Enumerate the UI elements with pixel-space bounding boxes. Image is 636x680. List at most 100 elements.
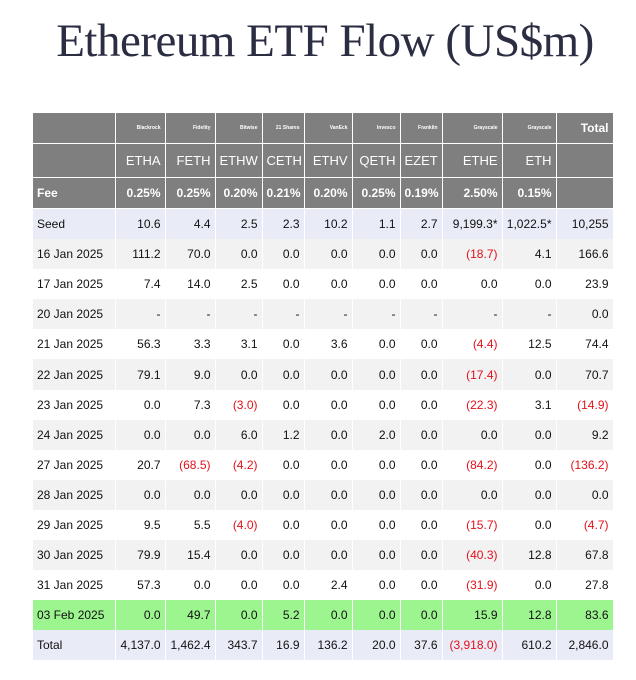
row-label: 29 Jan 2025 — [33, 509, 116, 541]
flow-cell: 0.0 — [304, 540, 353, 571]
row-total-cell: 74.4 — [556, 329, 614, 360]
flow-cell: 20.7 — [115, 449, 166, 480]
flow-cell: 0.0 — [304, 449, 353, 480]
table-row: 30 Jan 2025 79.9 15.4 0.0 0.0 0.0 0.0 0.0 (40.3)… — [33, 540, 614, 571]
table-row: 28 Jan 2025 0.0 0.0 0.0 0.0 0.0 0.0 0.0 0.0 0.0 0.… — [33, 479, 614, 510]
issuer-header: 21 Shares — [262, 113, 305, 144]
issuer-header: Invesco — [352, 113, 401, 144]
flow-cell: 0.0 — [215, 570, 263, 601]
row-total-cell: 67.8 — [556, 540, 614, 571]
blank-cell — [33, 143, 116, 178]
flow-cell: 0.0 — [502, 419, 557, 450]
row-label: 22 Jan 2025 — [33, 359, 116, 390]
flow-cell: (4.4) — [442, 329, 503, 360]
flow-cell: 0.0 — [400, 359, 443, 390]
row-label: 23 Jan 2025 — [33, 389, 116, 420]
flow-cell: 0.0 — [165, 479, 216, 510]
table-row: Seed 10.6 4.4 2.5 2.3 10.2 1.1 2.7 9,199.3* 1,022… — [33, 208, 614, 240]
fee-value: 0.19% — [400, 177, 443, 209]
fee-label: Fee — [33, 177, 116, 209]
flow-cell: 15.4 — [165, 540, 216, 571]
row-total-cell: 0.0 — [556, 299, 614, 330]
flow-cell: 16.9 — [262, 630, 305, 661]
flow-cell: 12.5 — [502, 329, 557, 360]
flow-cell: 9,199.3* — [442, 208, 503, 240]
flow-cell: 7.3 — [165, 389, 216, 420]
flow-cell: 0.0 — [165, 570, 216, 601]
table-row: 21 Jan 2025 56.3 3.3 3.1 0.0 3.6 0.0 0.0 (4.4) 12… — [33, 329, 614, 360]
issuer-header: Franklin — [400, 113, 443, 144]
flow-cell: 0.0 — [400, 389, 443, 420]
fee-header-row: Fee 0.25% 0.25% 0.20% 0.21% 0.20% 0.25% … — [33, 177, 614, 209]
row-label: 27 Jan 2025 — [33, 449, 116, 480]
flow-cell: (3.0) — [215, 389, 263, 420]
flow-cell: 9.5 — [115, 509, 166, 541]
flow-cell: 0.0 — [304, 479, 353, 510]
flow-cell: 0.0 — [442, 479, 503, 510]
fee-value: 0.20% — [304, 177, 353, 209]
flow-cell: 4.4 — [165, 208, 216, 240]
flow-cell: 2.0 — [352, 419, 401, 450]
row-label: 20 Jan 2025 — [33, 299, 116, 330]
row-total-cell: (14.9) — [556, 389, 614, 420]
ticker-header: EZET — [400, 143, 443, 178]
flow-cell: - — [262, 299, 305, 330]
flow-rows: Seed 10.6 4.4 2.5 2.3 10.2 1.1 2.7 9,199.3* 1,022… — [33, 208, 614, 661]
table-row: 29 Jan 2025 9.5 5.5 (4.0) 0.0 0.0 0.0 0.0 (15.7)… — [33, 509, 614, 541]
fee-value: 0.20% — [215, 177, 263, 209]
flow-cell: 0.0 — [502, 570, 557, 601]
flow-cell: 0.0 — [400, 269, 443, 300]
table-row: 31 Jan 2025 57.3 0.0 0.0 0.0 2.4 0.0 0.0 (31.9) 0… — [33, 570, 614, 601]
flow-cell: 0.0 — [352, 600, 401, 631]
flow-cell: 1.2 — [262, 419, 305, 450]
row-label: 03 Feb 2025 — [33, 600, 116, 631]
flow-cell: 4.1 — [502, 239, 557, 270]
ticker-header: ETHE — [442, 143, 503, 178]
row-total-cell: 70.7 — [556, 359, 614, 390]
flow-cell: 0.0 — [304, 359, 353, 390]
total-row: Total 4,137.0 1,462.4 343.7 16.9 136.2 20.0 37.… — [33, 630, 614, 661]
flow-cell: - — [400, 299, 443, 330]
flow-cell: 3.1 — [215, 329, 263, 360]
flow-cell: 0.0 — [215, 359, 263, 390]
flow-cell: 0.0 — [304, 269, 353, 300]
issuer-header: Blackrock — [115, 113, 166, 144]
table-row: 20 Jan 2025- - - - - - - - -0.0 — [33, 299, 614, 330]
ticker-header: ETHV — [304, 143, 353, 178]
flow-cell: 0.0 — [400, 600, 443, 631]
flow-cell: 0.0 — [352, 269, 401, 300]
flow-cell: 7.4 — [115, 269, 166, 300]
row-label: Total — [33, 630, 116, 661]
table-row: 22 Jan 2025 79.1 9.0 0.0 0.0 0.0 0.0 0.0 (17.4) 0… — [33, 359, 614, 390]
corner-cell — [33, 113, 116, 144]
flow-cell: 2.3 — [262, 208, 305, 240]
row-label: Seed — [33, 208, 116, 240]
flow-cell: 0.0 — [215, 479, 263, 510]
flow-cell: (17.4) — [442, 359, 503, 390]
flow-cell: 10.2 — [304, 208, 353, 240]
row-total-cell: 23.9 — [556, 269, 614, 300]
flow-cell: 0.0 — [262, 540, 305, 571]
flow-cell: 5.5 — [165, 509, 216, 541]
flow-cell: 0.0 — [304, 600, 353, 631]
table-row: 27 Jan 2025 20.7 (68.5) (4.2) 0.0 0.0 0.0 0.0 (8… — [33, 449, 614, 480]
issuer-header: Grayscale — [442, 113, 503, 144]
flow-cell: 57.3 — [115, 570, 166, 601]
flow-cell: - — [215, 299, 263, 330]
flow-cell: 0.0 — [115, 600, 166, 631]
ticker-header: CETH — [262, 143, 305, 178]
flow-cell: 0.0 — [352, 449, 401, 480]
flow-cell: 0.0 — [352, 479, 401, 510]
flow-cell: 0.0 — [262, 239, 305, 270]
fee-value: 0.25% — [352, 177, 401, 209]
issuer-header: Bitwise — [215, 113, 263, 144]
flow-cell: 0.0 — [502, 359, 557, 390]
flow-cell: 0.0 — [400, 449, 443, 480]
fee-value: 0.25% — [115, 177, 166, 209]
table-row: 16 Jan 2025 111.2 70.0 0.0 0.0 0.0 0.0 0.0 (18.7… — [33, 239, 614, 270]
flow-cell: 0.0 — [400, 479, 443, 510]
flow-cell: 0.0 — [262, 449, 305, 480]
page-title: Ethereum ETF Flow (US$m) — [56, 15, 594, 67]
flow-cell: - — [352, 299, 401, 330]
flow-cell: 0.0 — [352, 540, 401, 571]
